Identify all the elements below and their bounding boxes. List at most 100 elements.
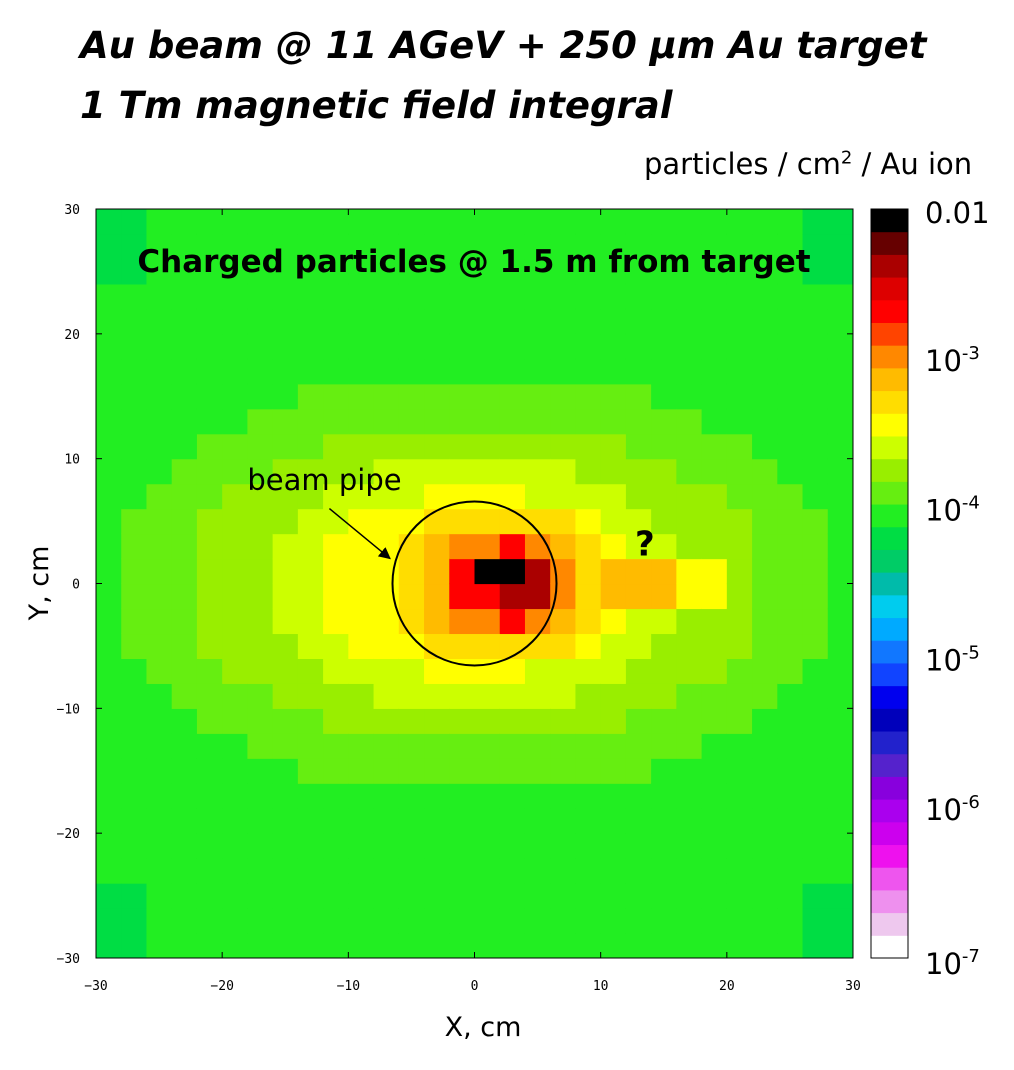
heatmap-cell (575, 783, 602, 809)
heatmap-cell (827, 308, 853, 335)
heatmap-cell (752, 808, 778, 834)
heatmap-cell (297, 708, 324, 734)
heatmap-cell (524, 308, 551, 335)
heatmap-cell (726, 483, 753, 510)
heatmap-cell (96, 333, 122, 360)
heatmap-cell (474, 433, 501, 460)
heatmap-cell (348, 483, 375, 510)
heatmap-cell (550, 333, 577, 360)
heatmap-cell (297, 358, 324, 385)
heatmap-cell (777, 533, 804, 560)
heatmap-cell (701, 358, 728, 385)
heatmap-cell (625, 808, 652, 834)
colorbar-swatch (871, 708, 908, 732)
heatmap-cell (121, 508, 148, 535)
heatmap-cell (827, 258, 853, 285)
heatmap-cell (524, 758, 551, 784)
heatmap-cell (600, 308, 627, 335)
heatmap-cell (726, 333, 753, 360)
x-tick-label: 10 (593, 979, 609, 994)
heatmap-cell (398, 858, 425, 884)
heatmap-cell (802, 383, 829, 410)
heatmap-cell (222, 633, 248, 659)
heatmap-cell (272, 358, 299, 385)
heatmap-cell (676, 683, 703, 709)
heatmap-cell (449, 758, 476, 784)
colorbar-swatch (871, 776, 908, 800)
heatmap-cell (373, 858, 400, 884)
heatmap-cell (348, 383, 375, 410)
heatmap-cell (524, 333, 551, 360)
heatmap-cell (802, 358, 829, 385)
heatmap-cell (449, 483, 476, 510)
heatmap-cell (575, 858, 602, 884)
heatmap-cell (726, 608, 753, 635)
heatmap-cell (676, 858, 703, 884)
heatmap-cell (499, 858, 526, 884)
heatmap-cell (625, 433, 652, 460)
heatmap-cell (121, 583, 148, 610)
heatmap-cell (600, 458, 627, 485)
heatmap-cell (625, 933, 652, 958)
heatmap-cell (651, 233, 677, 260)
heatmap-cell (373, 808, 400, 834)
heatmap-cell (726, 908, 753, 934)
heatmap-cell (424, 308, 450, 335)
heatmap-cell (196, 458, 223, 485)
heatmap-cell (96, 808, 122, 834)
colorbar-swatch (871, 731, 908, 755)
heatmap-cell (196, 758, 223, 784)
heatmap-cell (575, 758, 602, 784)
heatmap-cell (726, 833, 753, 859)
heatmap-cell (348, 408, 375, 435)
heatmap-cell (348, 608, 375, 635)
y-axis: 30 20 10 0 −10 −20 −30 (57, 203, 853, 967)
heatmap-cell (323, 808, 349, 834)
heatmap-cell (575, 283, 602, 310)
colorbar-swatch (871, 821, 908, 846)
heatmap-cell (146, 708, 173, 734)
chart-title: Charged particles @ 1.5 m from target (137, 244, 810, 280)
heatmap-cell (777, 683, 804, 709)
heatmap-cell (575, 633, 602, 659)
heatmap-cell (625, 258, 652, 285)
heatmap-cell (196, 308, 223, 335)
heatmap-cell (272, 558, 299, 585)
heatmap-cell (676, 433, 703, 460)
heatmap-cell (146, 533, 173, 560)
heatmap-cell (701, 658, 728, 684)
heatmap-cell (499, 408, 526, 435)
heatmap-cell (827, 908, 853, 934)
heatmap-cell (171, 633, 198, 659)
heatmap-cell (196, 833, 223, 859)
heatmap-cell (373, 358, 400, 385)
heatmap-cell (146, 383, 173, 410)
heatmap-cell (247, 483, 274, 510)
heatmap-cell (348, 508, 375, 535)
colorbar-label: 0.01 (925, 196, 990, 230)
heatmap-cell (651, 458, 677, 485)
heatmap-cell (196, 433, 223, 460)
heatmap-cell (272, 858, 299, 884)
heatmap-cell (550, 383, 577, 410)
heatmap-cell (247, 933, 274, 958)
heatmap-cell (146, 233, 173, 260)
heatmap-cell (600, 258, 627, 285)
colorbar-label: 10-3 (925, 343, 980, 378)
heatmap-cell (550, 533, 577, 560)
heatmap-cell (676, 658, 703, 684)
heatmap-cell (726, 658, 753, 684)
heatmap-cell (96, 908, 122, 934)
heatmap-cell (247, 658, 274, 684)
heatmap-cell (575, 483, 602, 510)
heatmap-cell (247, 683, 274, 709)
heatmap-cell (752, 583, 778, 610)
heatmap-cell (524, 583, 551, 610)
heatmap-cell (550, 408, 577, 435)
heatmap-cell (575, 708, 602, 734)
heatmap-cell (676, 808, 703, 834)
heatmap-cell (297, 483, 324, 510)
heatmap-cell (550, 733, 577, 759)
heatmap-cell (373, 233, 400, 260)
heatmap-cell (777, 858, 804, 884)
